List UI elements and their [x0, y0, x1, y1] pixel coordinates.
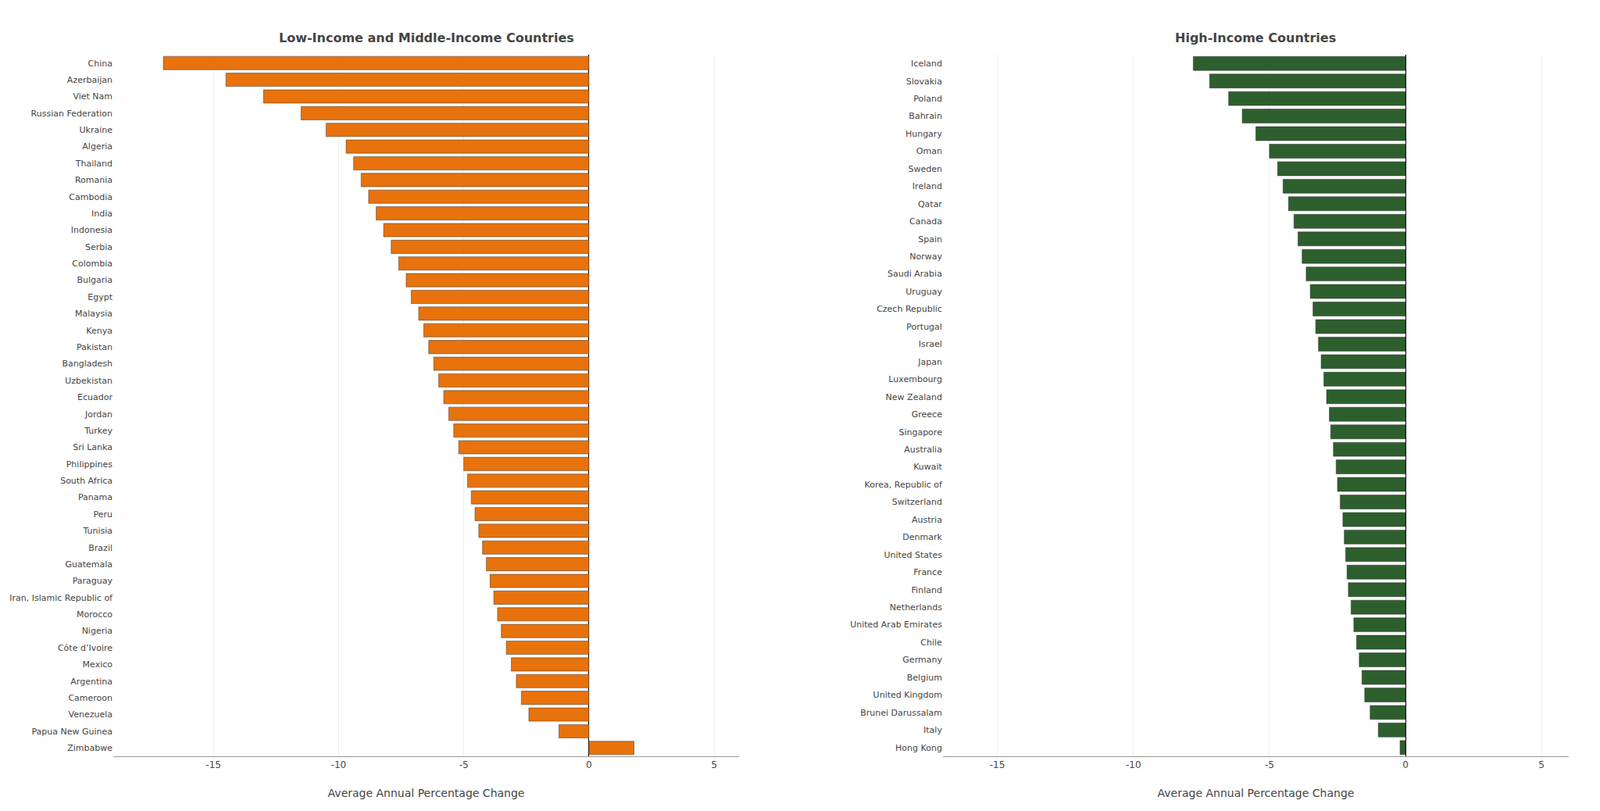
svg-text:5: 5	[1538, 759, 1545, 771]
svg-text:Sweden: Sweden	[907, 164, 942, 175]
svg-text:Ecuador: Ecuador	[77, 392, 113, 403]
svg-text:Average Annual Percentage Chan: Average Annual Percentage Change	[328, 786, 525, 800]
svg-text:Malaysia: Malaysia	[75, 308, 113, 319]
svg-text:Belgium: Belgium	[907, 672, 943, 683]
svg-text:Uzbekistan: Uzbekistan	[64, 375, 113, 386]
svg-text:Low-Income and Middle-Income C: Low-Income and Middle-Income Countries	[278, 30, 575, 46]
svg-text:Hong Kong: Hong Kong	[895, 742, 943, 754]
svg-text:Singapore: Singapore	[898, 427, 943, 438]
svg-text:Jordan: Jordan	[84, 409, 113, 420]
svg-text:Egypt: Egypt	[87, 292, 113, 303]
svg-text:Serbia: Serbia	[85, 242, 113, 253]
svg-text:-15: -15	[989, 759, 1006, 771]
svg-text:Peru: Peru	[92, 509, 113, 520]
svg-text:Czech Republic: Czech Republic	[876, 303, 943, 315]
svg-text:Argentina: Argentina	[70, 676, 113, 687]
svg-text:Ireland: Ireland	[912, 181, 943, 192]
svg-text:Japan: Japan	[917, 357, 943, 368]
svg-text:Canada: Canada	[909, 216, 943, 227]
svg-text:Panama: Panama	[78, 492, 113, 503]
svg-text:Mexico: Mexico	[82, 659, 114, 670]
svg-text:0: 0	[1402, 759, 1409, 771]
svg-text:Paraguay: Paraguay	[72, 575, 114, 586]
svg-text:Papua New Guinea: Papua New Guinea	[31, 726, 113, 737]
svg-text:Zimbabwe: Zimbabwe	[67, 742, 113, 754]
svg-text:Cambodia: Cambodia	[68, 192, 113, 203]
svg-text:Oman: Oman	[916, 146, 943, 157]
svg-text:Greece: Greece	[911, 409, 943, 420]
svg-text:Brunei Darussalam: Brunei Darussalam	[860, 707, 943, 718]
svg-text:Côte d’Ivoire: Côte d’Ivoire	[57, 642, 113, 654]
svg-text:Hungary: Hungary	[905, 128, 943, 140]
svg-text:5: 5	[710, 759, 718, 771]
svg-text:Denmark: Denmark	[902, 532, 943, 543]
svg-text:-5: -5	[1264, 759, 1275, 771]
svg-text:Finland: Finland	[911, 585, 943, 596]
svg-text:Netherlands: Netherlands	[889, 602, 943, 613]
svg-text:Thailand: Thailand	[75, 158, 113, 169]
svg-text:Australia: Australia	[903, 444, 943, 455]
svg-text:Kuwait: Kuwait	[913, 461, 943, 472]
svg-text:-10: -10	[1125, 759, 1142, 771]
svg-text:Germany: Germany	[902, 654, 943, 665]
svg-text:France: France	[913, 567, 943, 578]
svg-text:Saudi Arabia: Saudi Arabia	[887, 268, 943, 279]
svg-text:Nigeria: Nigeria	[82, 625, 113, 636]
svg-text:0: 0	[585, 759, 593, 771]
svg-text:High-Income Countries: High-Income Countries	[1175, 30, 1336, 46]
svg-text:Iran, Islamic Republic of: Iran, Islamic Republic of	[9, 592, 114, 604]
svg-text:Tunisia: Tunisia	[82, 525, 113, 536]
svg-text:Portugal: Portugal	[906, 321, 943, 333]
svg-text:Luxembourg: Luxembourg	[888, 374, 943, 385]
svg-text:Pakistan: Pakistan	[76, 342, 113, 353]
svg-text:United Kingdom: United Kingdom	[873, 689, 943, 700]
svg-text:Bulgaria: Bulgaria	[76, 275, 113, 286]
svg-text:India: India	[91, 208, 113, 219]
svg-text:China: China	[88, 58, 113, 69]
svg-text:Indonesia: Indonesia	[71, 225, 113, 236]
svg-text:Turkey: Turkey	[83, 425, 113, 436]
svg-text:Romania: Romania	[75, 175, 113, 186]
svg-text:Ukraine: Ukraine	[79, 125, 114, 136]
svg-text:United Arab Emirates: United Arab Emirates	[850, 619, 943, 630]
svg-text:-10: -10	[331, 759, 347, 771]
svg-text:Korea, Republic of: Korea, Republic of	[864, 479, 943, 490]
svg-text:Venezuela: Venezuela	[68, 709, 114, 720]
svg-text:Kenya: Kenya	[85, 325, 113, 336]
svg-text:Average Annual Percentage Chan: Average Annual Percentage Change	[1157, 786, 1355, 800]
svg-text:Viet Nam: Viet Nam	[72, 91, 113, 102]
svg-text:Italy: Italy	[923, 725, 943, 736]
svg-text:Israel: Israel	[918, 339, 943, 350]
svg-text:Azerbaijan: Azerbaijan	[67, 75, 113, 86]
svg-text:Slovakia: Slovakia	[906, 76, 943, 87]
svg-text:Switzerland: Switzerland	[892, 496, 943, 508]
svg-text:Philippines: Philippines	[66, 459, 114, 470]
svg-text:Cameroon: Cameroon	[67, 692, 113, 704]
svg-text:-5: -5	[459, 759, 469, 771]
svg-text:New Zealand: New Zealand	[885, 392, 943, 403]
svg-text:Qatar: Qatar	[917, 199, 943, 210]
svg-text:Sri Lanka: Sri Lanka	[72, 442, 113, 453]
svg-text:Austria: Austria	[911, 514, 943, 525]
svg-text:Chile: Chile	[920, 637, 943, 648]
svg-text:Bangladesh: Bangladesh	[62, 358, 114, 369]
svg-text:Brazil: Brazil	[88, 542, 113, 554]
svg-text:Uruguay: Uruguay	[905, 286, 943, 297]
svg-text:Algeria: Algeria	[82, 141, 113, 152]
svg-text:Colombia: Colombia	[71, 258, 113, 269]
svg-text:Norway: Norway	[909, 251, 943, 262]
svg-text:South Africa: South Africa	[60, 475, 113, 486]
svg-text:Morocco: Morocco	[76, 609, 113, 620]
svg-text:-15: -15	[205, 759, 222, 771]
svg-text:Poland: Poland	[913, 93, 943, 104]
svg-text:Iceland: Iceland	[910, 58, 943, 69]
svg-text:Russian Federation: Russian Federation	[31, 108, 113, 119]
svg-text:Guatemala: Guatemala	[64, 559, 113, 570]
svg-text:Spain: Spain	[917, 234, 943, 245]
svg-text:United States: United States	[883, 550, 943, 561]
svg-text:Bahrain: Bahrain	[908, 110, 943, 122]
